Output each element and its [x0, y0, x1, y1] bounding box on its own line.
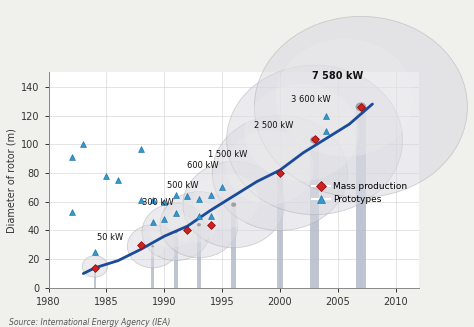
Ellipse shape [255, 16, 467, 198]
Ellipse shape [160, 192, 238, 258]
Ellipse shape [226, 130, 314, 205]
Point [207, 214, 214, 219]
Bar [356, 107, 366, 288]
Point [103, 173, 110, 179]
Ellipse shape [276, 39, 414, 157]
Ellipse shape [197, 223, 201, 226]
Ellipse shape [174, 231, 178, 233]
Ellipse shape [94, 266, 96, 267]
Text: 500 kW: 500 kW [166, 181, 198, 190]
Text: 2 500 kW: 2 500 kW [255, 121, 294, 130]
Ellipse shape [276, 170, 283, 176]
Point [311, 136, 319, 141]
Ellipse shape [152, 245, 154, 247]
Ellipse shape [142, 203, 210, 261]
Legend: Mass production, Prototypes: Mass production, Prototypes [310, 181, 409, 206]
Text: Source: International Energy Agency (IEA): Source: International Energy Agency (IEA… [9, 318, 171, 327]
Bar [231, 205, 236, 288]
Text: 1 500 kW: 1 500 kW [208, 150, 247, 159]
Point [172, 211, 180, 216]
Bar [152, 246, 154, 288]
Point [137, 242, 145, 248]
Text: 600 kW: 600 kW [187, 161, 219, 170]
Ellipse shape [183, 162, 284, 248]
Ellipse shape [85, 258, 101, 272]
Point [357, 104, 365, 110]
Point [137, 198, 145, 203]
Point [149, 219, 156, 224]
Bar [94, 267, 96, 288]
Ellipse shape [212, 115, 347, 231]
Ellipse shape [149, 210, 193, 248]
Point [207, 222, 214, 227]
Ellipse shape [231, 202, 236, 207]
Bar [197, 225, 201, 288]
Text: 50 kW: 50 kW [97, 233, 123, 242]
Point [219, 185, 226, 190]
Point [322, 113, 330, 118]
Ellipse shape [168, 200, 219, 243]
Point [149, 198, 156, 203]
Ellipse shape [244, 84, 359, 181]
Point [137, 146, 145, 151]
Point [91, 250, 99, 255]
Bar [276, 173, 283, 288]
Point [322, 129, 330, 134]
Point [276, 170, 284, 176]
Ellipse shape [227, 65, 402, 215]
Point [195, 196, 203, 201]
Point [68, 155, 75, 160]
Point [161, 216, 168, 222]
Ellipse shape [356, 102, 366, 112]
Text: 3 600 kW: 3 600 kW [292, 95, 331, 104]
Point [68, 209, 75, 215]
Ellipse shape [193, 172, 259, 228]
Text: 300 kW: 300 kW [142, 198, 174, 207]
Point [80, 142, 87, 147]
Point [195, 214, 203, 219]
Ellipse shape [128, 225, 178, 268]
Point [207, 192, 214, 197]
Ellipse shape [132, 230, 165, 258]
Point [91, 265, 99, 270]
Point [172, 192, 180, 197]
Point [114, 178, 122, 183]
Point [161, 199, 168, 204]
Point [183, 193, 191, 198]
Bar [310, 140, 319, 288]
Text: 7 580 kW: 7 580 kW [312, 71, 364, 81]
Ellipse shape [310, 136, 319, 144]
Ellipse shape [82, 256, 108, 277]
Bar [174, 232, 178, 288]
Point [183, 228, 191, 233]
Y-axis label: Diameter of rotor (m): Diameter of rotor (m) [7, 128, 17, 232]
